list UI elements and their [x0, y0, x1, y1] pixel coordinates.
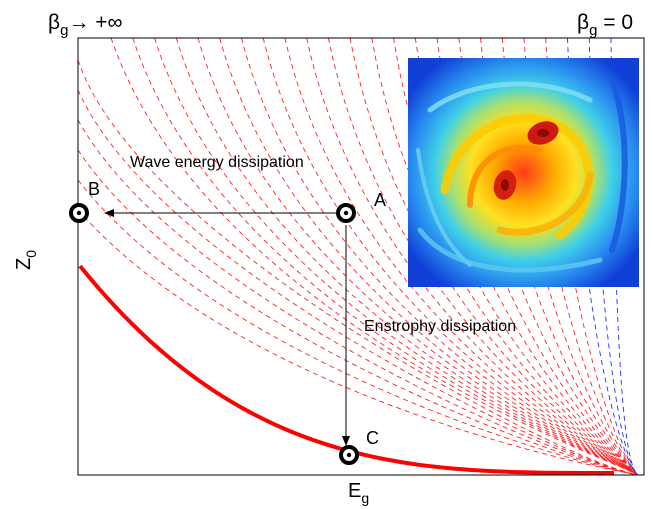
beta-zero-label: βg = 0 — [577, 11, 633, 39]
red-isoline — [349, 38, 639, 475]
plot-frame — [77, 37, 645, 476]
red-isoline — [78, 89, 639, 475]
red-isoline — [371, 38, 639, 475]
point-label-b: B — [88, 179, 100, 199]
red-isoline — [219, 38, 639, 475]
red-isoline — [78, 119, 639, 475]
point-label-c: C — [366, 428, 379, 448]
red-isoline — [175, 38, 639, 475]
red-isoline — [78, 59, 639, 475]
red-isoline — [241, 38, 639, 475]
vortex-inset-image — [408, 58, 639, 287]
point-marker-c — [339, 445, 359, 465]
red-isoline — [78, 209, 639, 475]
x-axis-label: Eg — [348, 480, 369, 506]
point-label-a: A — [374, 190, 386, 210]
red-isoline — [110, 38, 639, 475]
enstrophy-annotation: Enstrophy dissipation — [364, 318, 516, 335]
arrowhead-c — [342, 436, 350, 446]
red-isoline — [262, 38, 639, 475]
red-isoline — [132, 38, 639, 475]
red-isoline — [306, 38, 639, 475]
wave-energy-annotation: Wave energy dissipation — [130, 154, 304, 171]
red-isoline — [78, 149, 639, 475]
red-isoline — [284, 38, 639, 475]
red-isoline — [327, 38, 639, 475]
beta-infinity-label: βg→ +∞ — [48, 11, 123, 39]
red-isoline — [78, 179, 639, 475]
arrowhead-b — [104, 209, 114, 217]
point-marker-b — [69, 203, 89, 223]
point-marker-a — [336, 203, 356, 223]
y-axis-label: Z0 — [13, 250, 39, 270]
